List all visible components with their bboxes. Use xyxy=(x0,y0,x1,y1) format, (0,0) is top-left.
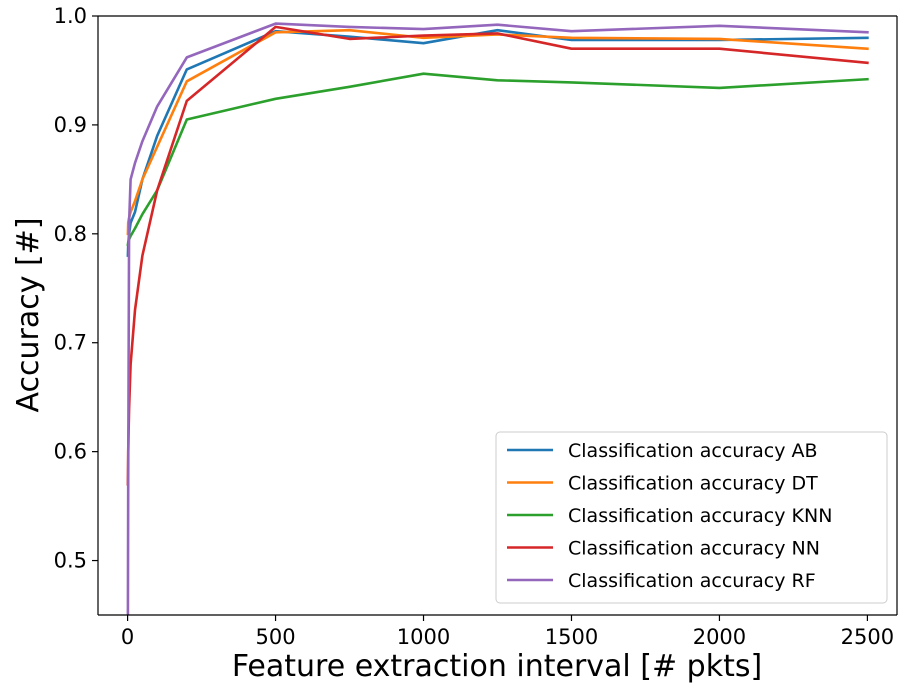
series-line-2 xyxy=(126,72,869,247)
legend-label: Classification accuracy RF xyxy=(568,570,816,592)
y-tick-label: 0.9 xyxy=(54,113,87,137)
x-axis-label: Feature extraction interval [# pkts] xyxy=(232,649,762,683)
x-tick-label: 2500 xyxy=(841,625,894,649)
series-line-0 xyxy=(126,28,869,257)
y-tick-label: 1.0 xyxy=(54,4,87,28)
series-line-4 xyxy=(126,22,869,615)
series-line-3 xyxy=(126,25,869,486)
legend-label: Classification accuracy NN xyxy=(568,538,820,560)
legend-label: Classification accuracy AB xyxy=(568,440,818,462)
y-tick-label: 0.6 xyxy=(54,440,87,464)
axes-frame xyxy=(97,15,898,616)
x-tick-label: 1000 xyxy=(397,625,450,649)
legend-label: Classification accuracy DT xyxy=(568,473,818,495)
series-layer xyxy=(126,22,869,615)
series-line-1 xyxy=(126,28,869,236)
legend-label: Classification accuracy KNN xyxy=(568,505,832,527)
y-axis-label: Accuracy [#] xyxy=(11,217,46,412)
x-tick-label: 0 xyxy=(121,625,134,649)
y-tick-label: 0.5 xyxy=(54,549,87,573)
x-tick-label: 2000 xyxy=(693,625,746,649)
x-tick-label: 1500 xyxy=(545,625,598,649)
y-tick-label: 0.8 xyxy=(54,222,87,246)
tick-layer: 0 500 1000 1500 2000 2500 0.5 0.6 0.7 0.8 0.9 1.0 xyxy=(54,4,895,649)
legend-box xyxy=(495,431,888,604)
x-tick-label: 500 xyxy=(256,625,296,649)
y-tick-label: 0.7 xyxy=(54,331,87,355)
legend: Classification accuracy AB Classification… xyxy=(495,431,888,604)
